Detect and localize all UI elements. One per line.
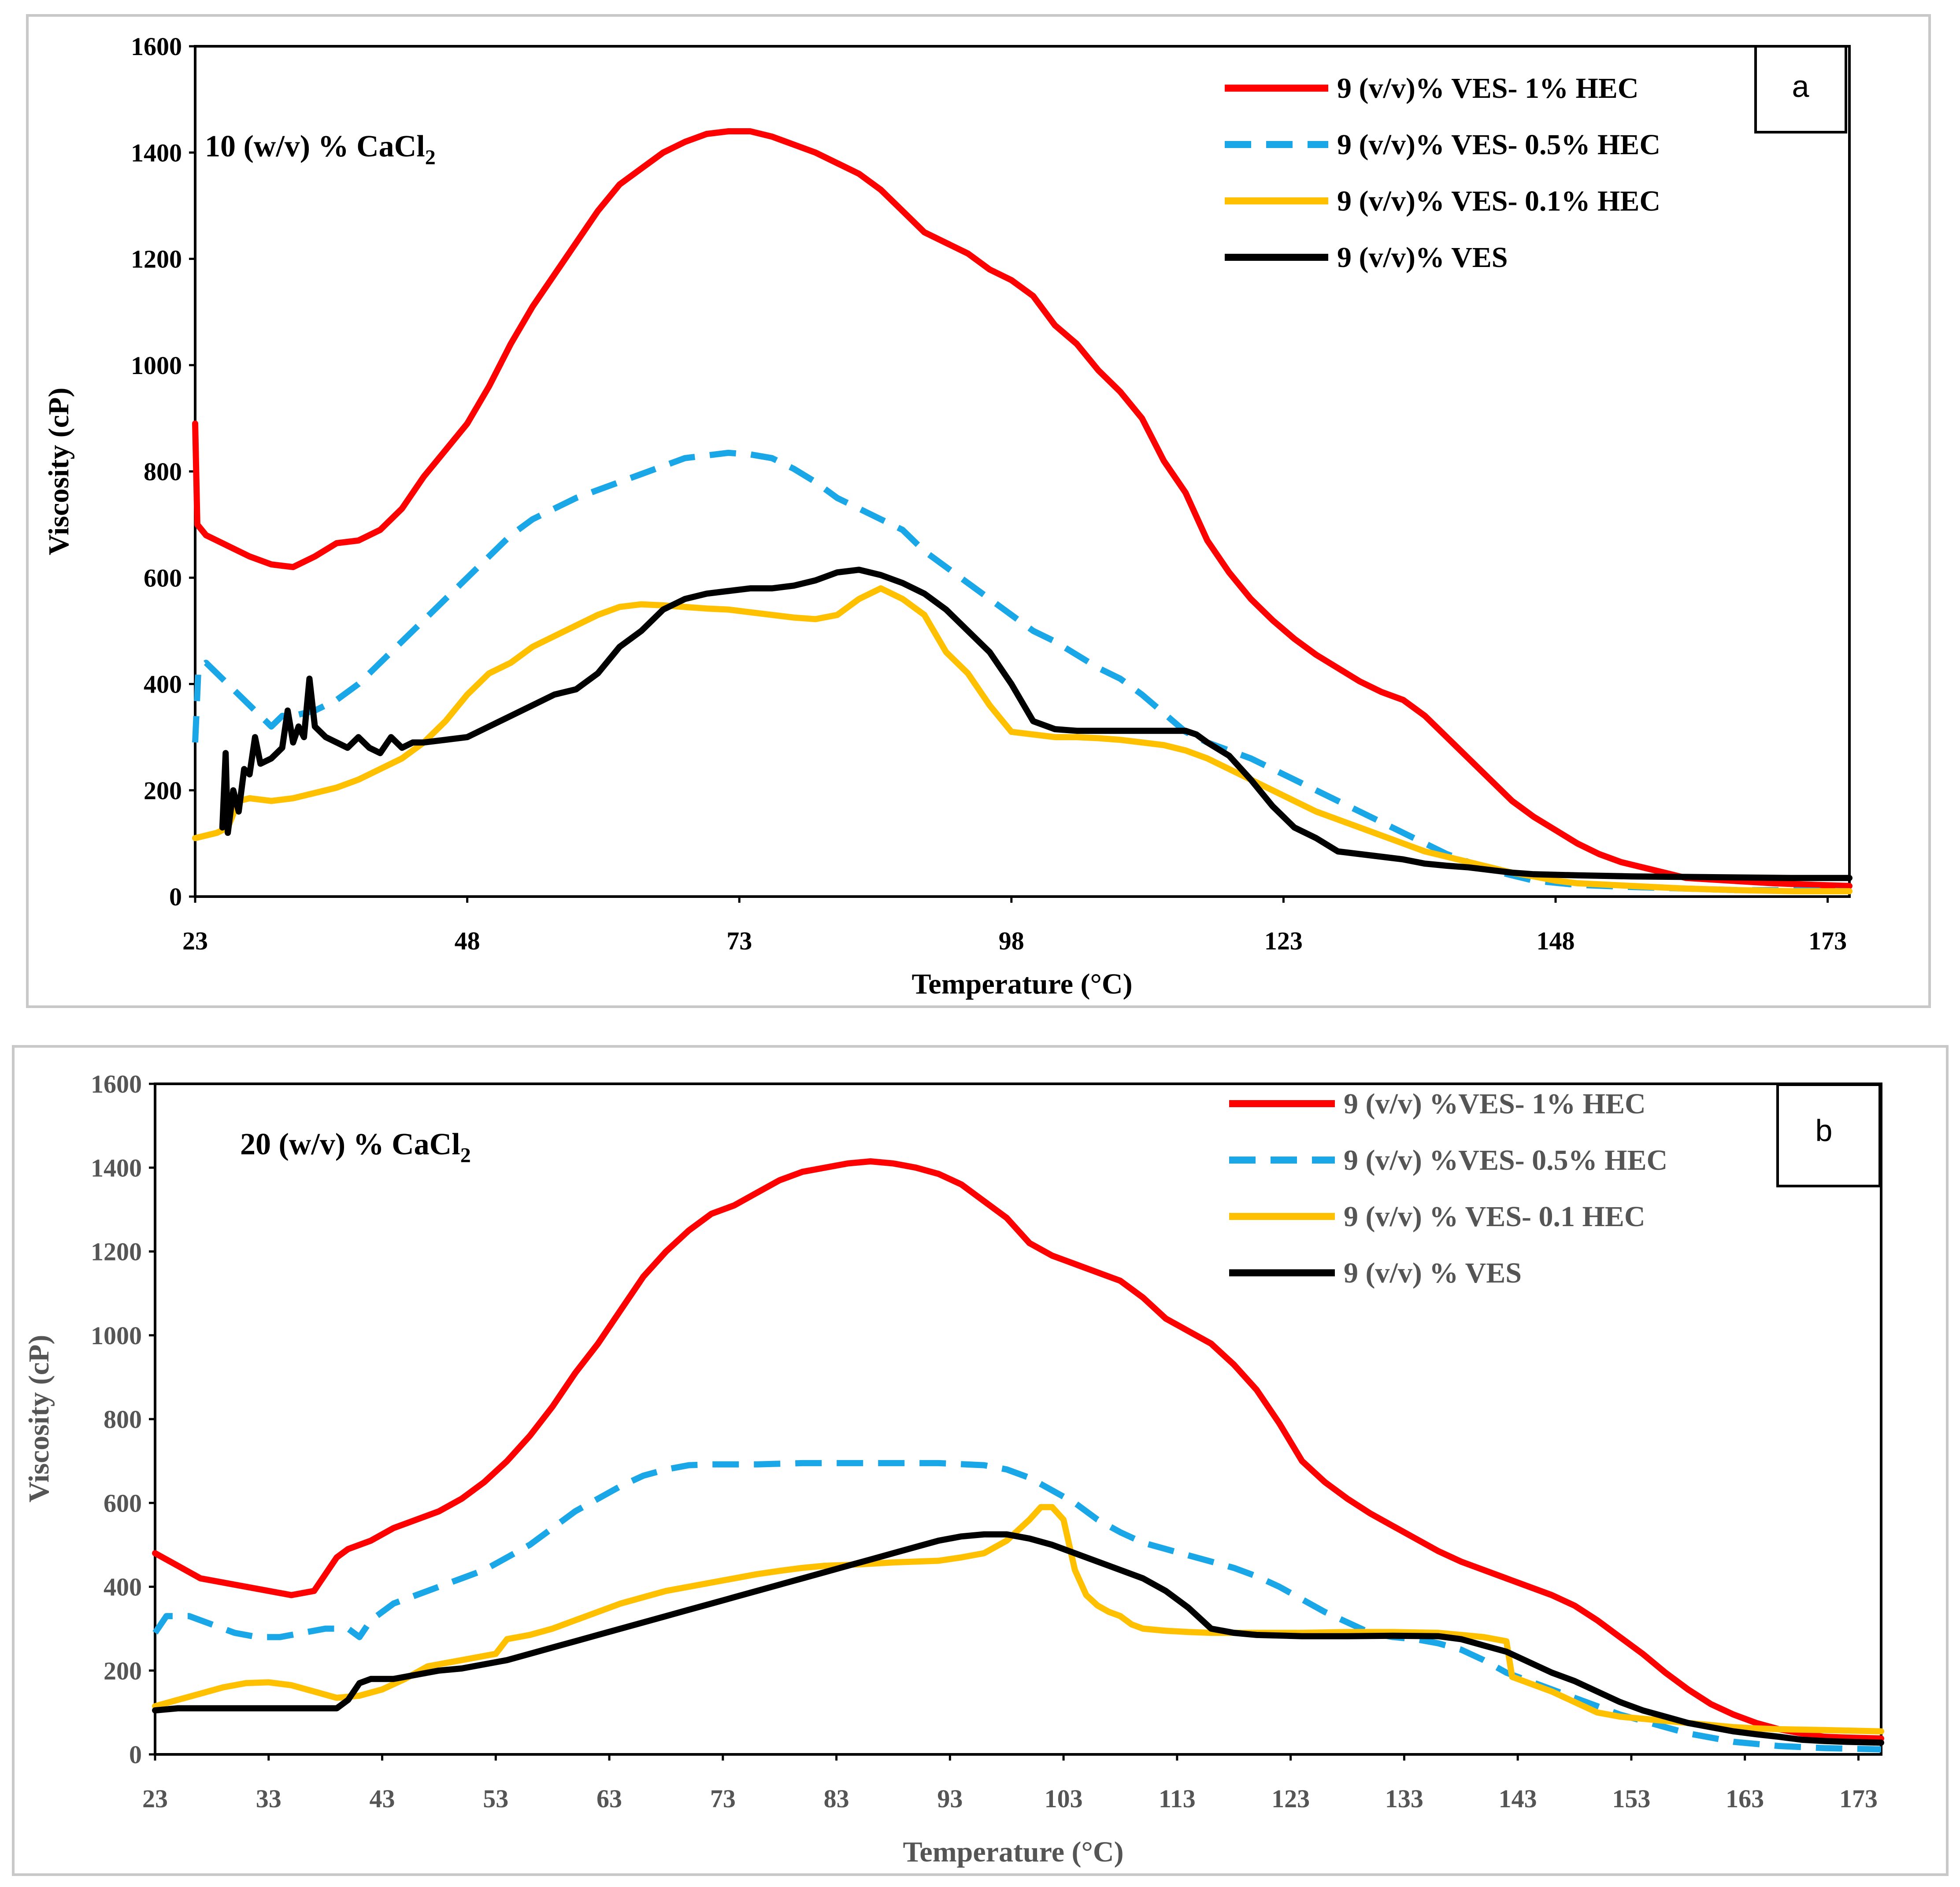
annotation-a-subscript: 2 — [425, 146, 436, 169]
legend-label-b-4: 9 (v/v) % VES — [1344, 1257, 1522, 1289]
y-tick-label: 800 — [104, 1405, 142, 1434]
x-tick-label: 143 — [1499, 1784, 1537, 1813]
y-tick-label: 200 — [144, 776, 182, 805]
y-tick-label: 800 — [144, 457, 182, 486]
legend-label-a-3: 9 (v/v)% VES- 0.1% HEC — [1337, 185, 1660, 217]
legend-label-b-2: 9 (v/v) %VES- 0.5% HEC — [1344, 1144, 1667, 1176]
y-tick-label: 200 — [104, 1657, 142, 1685]
y-tick-label: 1000 — [91, 1321, 142, 1350]
x-tick-label: 133 — [1385, 1784, 1423, 1813]
x-tick-label: 73 — [710, 1784, 736, 1813]
x-tick-label: 98 — [999, 927, 1024, 955]
x-tick-label: 153 — [1612, 1784, 1650, 1813]
x-ticks-b: 23 33 43 53 63 73 83 93 103 113 123 133 143 153 163 173 — [142, 1754, 1878, 1813]
x-tick-label: 173 — [1839, 1784, 1878, 1813]
annotation-b-subscript: 2 — [460, 1144, 471, 1167]
x-tick-label: 173 — [1808, 927, 1847, 955]
series-line-a-2 — [192, 449, 1850, 894]
y-tick-label: 1400 — [91, 1153, 142, 1182]
panel-b-badge-box — [1776, 1083, 1881, 1187]
x-tick-label: 48 — [455, 927, 480, 955]
series-line-a-1 — [192, 128, 1853, 889]
legend-label-a-1: 9 (v/v)% VES- 1% HEC — [1337, 72, 1639, 104]
y-tick-label: 0 — [169, 882, 182, 911]
x-ticks-a: 23 48 73 98 123 148 173 — [182, 897, 1847, 955]
annotation-b-main: 20 (w/v) % CaCl — [240, 1127, 460, 1161]
annotation-a-main: 10 (w/v) % CaCl — [205, 130, 425, 163]
y-tick-label: 1200 — [91, 1238, 142, 1266]
x-tick-label: 103 — [1045, 1784, 1083, 1813]
panel-b: 0 200 400 600 800 1000 1200 1400 1600 23 33 43 53 63… — [12, 1045, 1949, 1876]
y-axis-label-b: Viscosity (cP) — [23, 1335, 55, 1503]
panel-a-frame — [26, 14, 1931, 1008]
series-line-b-4 — [152, 1531, 1884, 1746]
x-tick-label: 33 — [256, 1784, 282, 1813]
legend-label-a-2: 9 (v/v)% VES- 0.5% HEC — [1337, 129, 1660, 161]
series-line-a-3 — [192, 585, 1853, 894]
annotation-b: 20 (w/v) % CaCl2 — [240, 1127, 471, 1167]
x-tick-label: 93 — [937, 1784, 963, 1813]
y-tick-label: 600 — [104, 1489, 142, 1517]
y-ticks-b: 0 200 400 600 800 1000 1200 1400 1600 — [91, 1070, 155, 1769]
y-tick-label: 400 — [144, 670, 182, 699]
panel-b-frame — [12, 1045, 1949, 1876]
panel-a-badge: a — [1792, 69, 1809, 104]
legend-b: 9 (v/v) %VES- 1% HEC 9 (v/v) %VES- 0.5% H… — [1229, 1088, 1667, 1289]
y-axis-label-a: Viscosity (cP) — [43, 388, 75, 556]
x-tick-label: 63 — [597, 1784, 622, 1813]
x-tick-label: 113 — [1159, 1784, 1196, 1813]
legend-label-b-1: 9 (v/v) %VES- 1% HEC — [1344, 1088, 1646, 1120]
x-tick-label: 148 — [1536, 927, 1575, 955]
panel-a: 0 200 400 600 800 1000 1200 1400 1600 23 48 73 98 12… — [26, 14, 1931, 1008]
x-tick-label: 83 — [824, 1784, 849, 1813]
series-b — [152, 1158, 1884, 1753]
y-tick-label: 1200 — [131, 245, 182, 274]
x-tick-label: 163 — [1726, 1784, 1764, 1813]
series-line-b-1 — [152, 1158, 1884, 1742]
legend-a: 9 (v/v)% VES- 1% HEC 9 (v/v)% VES- 0.5% H… — [1225, 72, 1660, 274]
panel-a-badge-box — [1754, 45, 1847, 133]
annotation-a: 10 (w/v) % CaCl2 — [205, 130, 436, 169]
x-axis-label-b: Temperature (°C) — [903, 1836, 1123, 1868]
y-tick-label: 1600 — [91, 1070, 142, 1098]
y-tick-label: 400 — [104, 1573, 142, 1602]
x-axis-label-a: Temperature (°C) — [911, 968, 1132, 1000]
legend-label-a-4: 9 (v/v)% VES — [1337, 241, 1508, 274]
series-line-b-3 — [152, 1504, 1884, 1735]
x-tick-label: 53 — [483, 1784, 508, 1813]
y-tick-label: 0 — [129, 1740, 142, 1769]
x-tick-label: 43 — [370, 1784, 395, 1813]
panel-b-badge: b — [1816, 1113, 1833, 1148]
legend-label-b-3: 9 (v/v) % VES- 0.1 HEC — [1344, 1201, 1645, 1233]
y-ticks-a: 0 200 400 600 800 1000 1200 1400 1600 — [131, 32, 195, 911]
y-tick-label: 600 — [144, 564, 182, 592]
series-a — [192, 128, 1853, 894]
x-tick-label: 73 — [726, 927, 752, 955]
series-line-a-4 — [219, 567, 1853, 881]
y-tick-label: 1000 — [131, 351, 182, 380]
x-tick-label: 23 — [142, 1784, 168, 1813]
x-tick-label: 23 — [182, 927, 208, 955]
x-tick-label: 123 — [1271, 1784, 1310, 1813]
y-tick-label: 1400 — [131, 138, 182, 167]
y-tick-label: 1600 — [131, 32, 182, 61]
x-tick-label: 123 — [1264, 927, 1303, 955]
